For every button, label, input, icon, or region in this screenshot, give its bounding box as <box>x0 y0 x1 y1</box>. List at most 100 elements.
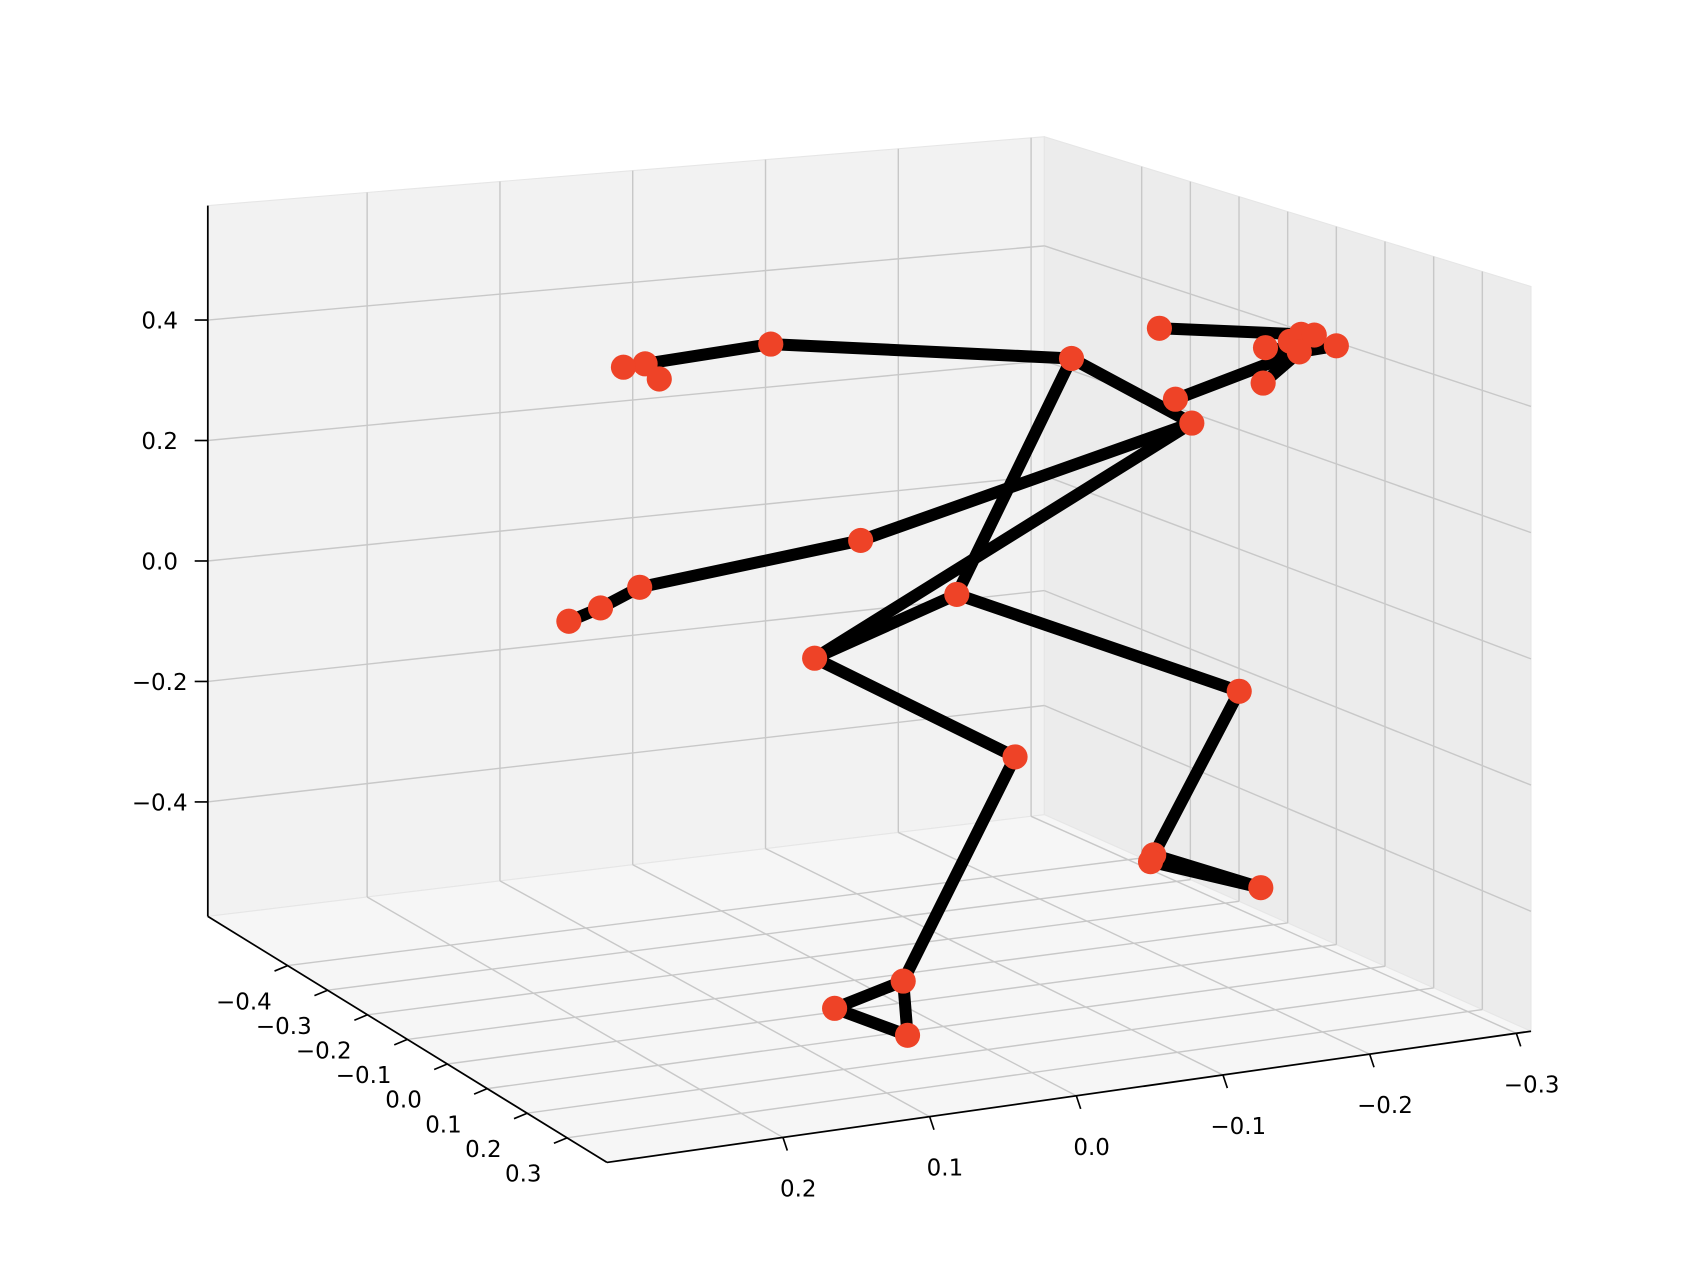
joint <box>758 331 784 357</box>
joint <box>1286 339 1312 365</box>
grid-line <box>527 987 1434 1114</box>
joint <box>1323 333 1349 359</box>
grid-line <box>327 878 1191 991</box>
bone <box>1169 345 1306 406</box>
grid-line <box>407 922 1288 1041</box>
joint <box>627 574 653 600</box>
panes <box>206 135 1533 1163</box>
z-tick-label: −0.2 <box>132 670 188 696</box>
y-tick <box>782 1137 789 1151</box>
z-tick-label: −0.4 <box>132 791 188 817</box>
joint <box>556 608 582 634</box>
y-tick-label: 0.1 <box>927 1156 964 1182</box>
grid-line <box>366 896 784 1139</box>
y-tick <box>1222 1074 1229 1089</box>
joint <box>646 366 672 392</box>
x-tick-label: 0.3 <box>505 1162 542 1188</box>
bone <box>1153 322 1308 341</box>
y-tick <box>1075 1095 1082 1110</box>
y-axis-line <box>606 1030 1532 1164</box>
x-tick-label: −0.3 <box>256 1014 312 1040</box>
grid-line <box>1044 704 1532 912</box>
joint <box>894 1022 921 1048</box>
x-tick <box>473 1087 488 1095</box>
x-tick-label: −0.1 <box>336 1063 392 1089</box>
bone <box>808 652 1022 763</box>
bone <box>639 338 777 370</box>
bone <box>897 750 1022 988</box>
x-tick-label: 0.2 <box>465 1137 502 1163</box>
y-tick-label: 0.0 <box>1073 1135 1110 1161</box>
x-tick <box>393 1038 408 1046</box>
y-tick <box>1368 1053 1375 1068</box>
pane-back <box>207 136 1045 918</box>
y-tick <box>1515 1033 1522 1047</box>
x-axis-line <box>207 915 608 1164</box>
grid-line <box>1030 815 1517 1034</box>
joint <box>1058 345 1085 372</box>
grid-line <box>487 965 1386 1090</box>
y-tick-label: −0.3 <box>1504 1072 1560 1098</box>
z-tick-label: 0.2 <box>141 429 178 455</box>
bone <box>808 588 963 665</box>
bone <box>764 338 1078 365</box>
z-tick-label: 0.0 <box>141 550 178 576</box>
axes: −0.4−0.3−0.2−0.10.00.10.20.3−0.3−0.2−0.1… <box>132 205 1560 1202</box>
bone <box>633 534 867 594</box>
joint <box>890 968 916 994</box>
x-tick-label: −0.2 <box>296 1038 352 1064</box>
x-tick <box>433 1063 448 1071</box>
joint <box>1226 678 1252 704</box>
grid-line <box>898 831 1370 1055</box>
bone <box>854 417 1198 547</box>
x-tick <box>354 1014 368 1022</box>
joint <box>848 527 874 554</box>
x-tick-label: 0.0 <box>385 1088 422 1114</box>
grid-line <box>765 847 1224 1076</box>
x-tick-label: 0.1 <box>425 1112 462 1138</box>
joint <box>1250 370 1276 396</box>
grid-line <box>447 943 1337 1065</box>
marks <box>556 315 1349 1048</box>
grid-line <box>207 245 1045 321</box>
y-tick-label: 0.2 <box>780 1176 817 1202</box>
grid-line <box>499 880 930 1118</box>
bone <box>808 417 1198 665</box>
z-tick-label: 0.4 <box>141 309 178 335</box>
joint <box>610 354 637 380</box>
y-tick-label: −0.2 <box>1357 1093 1413 1119</box>
grid-line <box>207 474 1045 562</box>
joint <box>1162 386 1188 412</box>
bone <box>1144 855 1267 894</box>
joint <box>802 645 828 671</box>
bone <box>1065 352 1198 430</box>
x-tick <box>553 1137 568 1145</box>
x-tick <box>274 964 288 972</box>
joint <box>1002 744 1028 770</box>
x-tick-label: −0.4 <box>216 989 272 1015</box>
grid-line <box>1044 589 1532 786</box>
grid-line <box>367 900 1240 1016</box>
joint <box>1252 335 1279 361</box>
grid-line <box>566 1008 1483 1139</box>
grid-line <box>1044 245 1532 408</box>
bone <box>1147 685 1246 861</box>
x-tick <box>314 989 328 997</box>
grid-line <box>207 360 1045 442</box>
joint <box>822 995 848 1021</box>
y-tick <box>928 1116 935 1130</box>
joint <box>1248 875 1274 901</box>
joint <box>1301 322 1327 348</box>
grid-line <box>632 864 1077 1097</box>
joint <box>1137 849 1164 875</box>
joint <box>587 595 614 621</box>
joint <box>1179 410 1205 436</box>
grid-line <box>207 704 1045 803</box>
y-tick-label: −0.1 <box>1210 1114 1266 1140</box>
grid-line <box>287 857 1142 967</box>
x-tick <box>513 1112 528 1120</box>
bone <box>828 1002 914 1042</box>
bone <box>950 588 1246 698</box>
grid-line <box>1044 475 1532 660</box>
